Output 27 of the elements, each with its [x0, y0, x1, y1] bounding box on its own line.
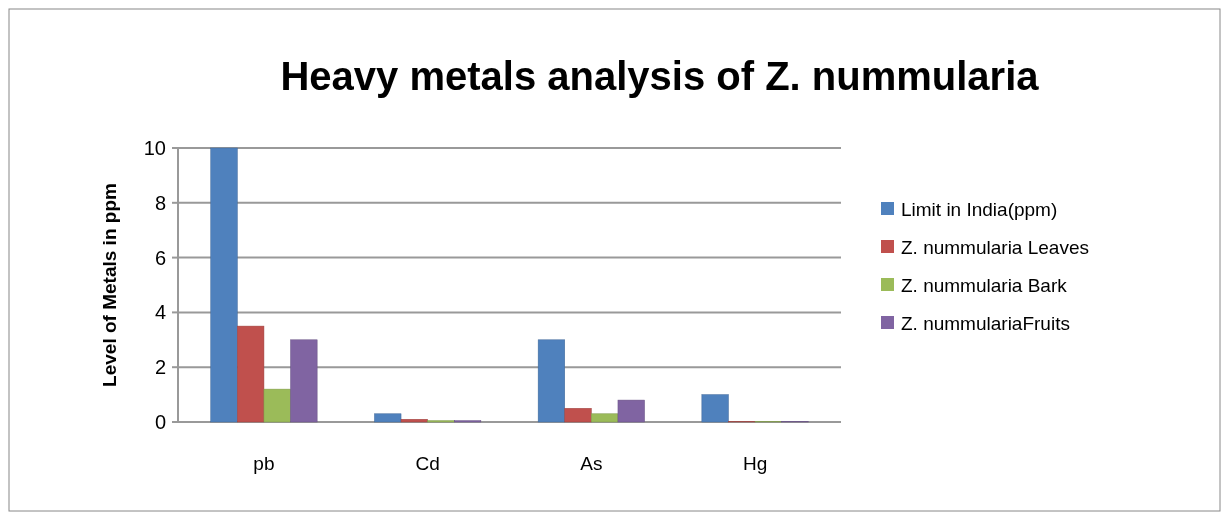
legend-label: Z. nummularia Leaves: [901, 236, 1089, 258]
bar: [263, 388, 291, 423]
legend-label: Limit in India(ppm): [901, 198, 1058, 220]
bar: [617, 399, 645, 423]
bar: [564, 408, 592, 423]
y-axis-title: Level of Metals in ppm: [99, 183, 120, 387]
y-tick-label: 10: [143, 137, 166, 159]
chart-title: Heavy metals analysis of Z. nummularia: [280, 54, 1040, 98]
y-tick-label: 8: [154, 191, 166, 214]
x-tick-label: pb: [253, 453, 275, 474]
y-tick-label: 4: [154, 301, 166, 324]
legend-label: Z. nummulariaFruits: [901, 312, 1070, 334]
bar: [210, 147, 238, 423]
x-tick-label: Cd: [415, 453, 440, 474]
legend-label: Z. nummularia Bark: [901, 274, 1068, 296]
x-tick-label: As: [580, 453, 603, 474]
bar: [290, 339, 318, 423]
bar: [237, 325, 265, 423]
bar: [374, 413, 402, 423]
bar: [701, 394, 729, 423]
bar: [537, 339, 565, 423]
y-tick-label: 0: [154, 411, 166, 433]
x-tick-label: Hg: [742, 453, 768, 474]
bar: [591, 413, 619, 423]
bar: [400, 419, 428, 423]
y-tick-label: 2: [154, 356, 166, 379]
y-tick-label: 6: [154, 246, 166, 269]
